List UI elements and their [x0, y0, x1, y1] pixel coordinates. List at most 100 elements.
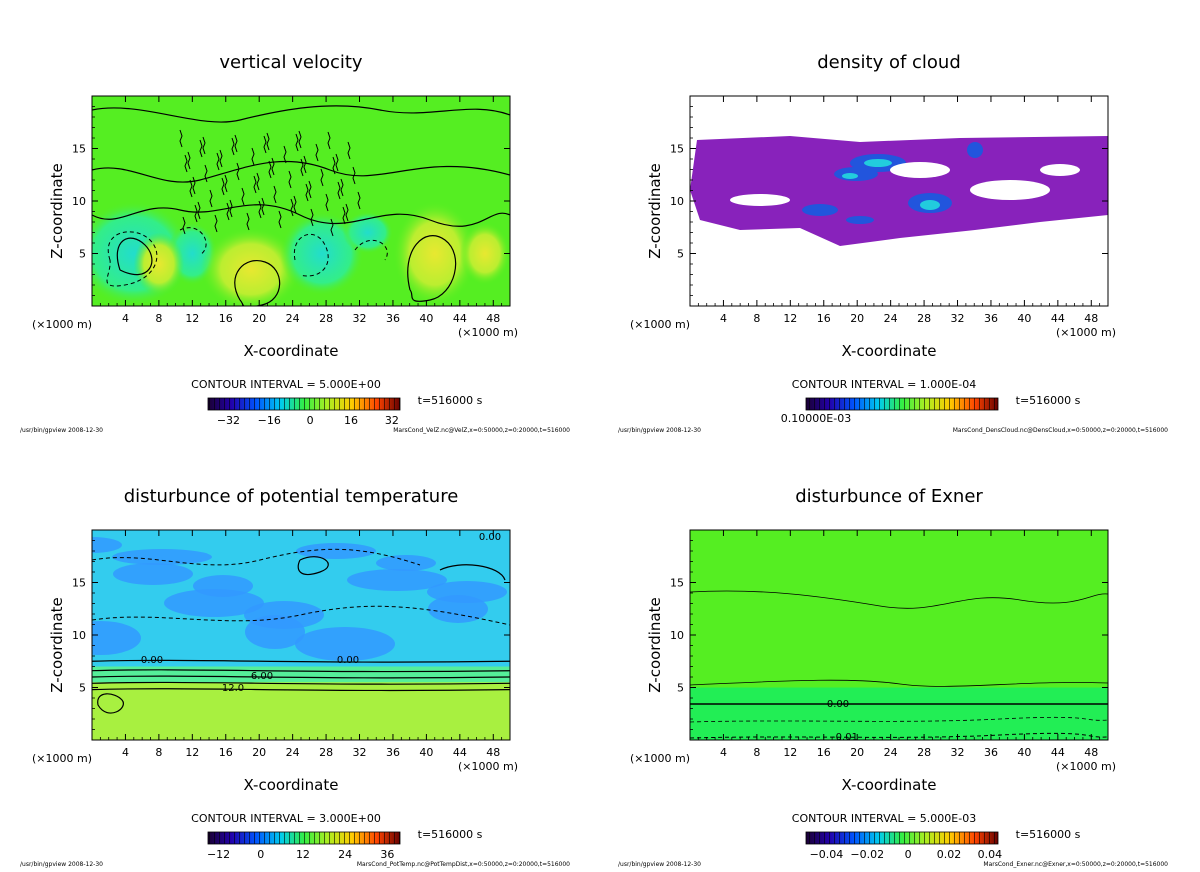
cold-patch: [112, 549, 212, 565]
x-unit-label-left: (×1000 m): [32, 752, 92, 765]
x-tick-label: 16: [817, 746, 831, 759]
cloud-gap: [1040, 164, 1080, 176]
time-label: t=516000 s: [1016, 828, 1081, 841]
contour-solid: [407, 235, 457, 302]
x-tick-label: 28: [917, 312, 931, 325]
transition-layer: [92, 666, 510, 683]
field: [92, 530, 510, 740]
x-axis-label: X-coordinate: [244, 776, 339, 794]
x-unit-label-right: (×1000 m): [458, 326, 518, 339]
contour-detail: [310, 208, 314, 227]
cloud-gap: [730, 194, 790, 206]
x-tick-label: 8: [753, 746, 760, 759]
cold-patch: [376, 555, 436, 571]
x-tick-label: 28: [319, 746, 333, 759]
colorbar-tick-label: 32: [385, 414, 399, 427]
cloud-core: [864, 159, 892, 167]
contour-label: 6.00: [251, 671, 273, 682]
contour-detail: [216, 152, 220, 171]
contour-label: 0.00: [479, 532, 501, 543]
x-unit-label-left: (×1000 m): [32, 318, 92, 331]
footer-source: MarsCond_DensCloud.nc@DensCloud,x=0:5000…: [953, 427, 1168, 434]
contour-detail: [194, 204, 198, 223]
contour-solid: [690, 590, 1108, 609]
contour-detail: [197, 201, 201, 220]
y-axis-label: Z-coordinate: [646, 163, 664, 258]
contour-detail: [251, 147, 255, 166]
contour-detail: [315, 143, 319, 162]
contour-detail: [305, 183, 309, 202]
x-tick-label: 44: [1051, 312, 1065, 325]
colorbar-tick-label: 0: [307, 414, 314, 427]
footer-source: MarsCond_Exner.nc@Exner,x=0:50000,z=0:20…: [983, 861, 1168, 868]
x-tick-label: 36: [386, 746, 400, 759]
cloud-dense: [846, 216, 874, 224]
x-tick-label: 16: [219, 312, 233, 325]
colorbar-tick-label: 0: [905, 848, 912, 861]
colorbar-frame: [805, 831, 999, 845]
contour-detail: [256, 172, 260, 191]
y-tick-label: 10: [670, 195, 684, 208]
x-tick-label: 8: [155, 312, 162, 325]
field: [690, 96, 1108, 306]
contour-detail: [308, 180, 312, 199]
contour-label: 0.00: [337, 655, 359, 666]
contour-solid: [92, 160, 510, 183]
contour-detail: [332, 156, 336, 175]
contour-detail: [342, 206, 346, 225]
x-tick-label: 48: [1084, 746, 1098, 759]
cold-patch: [164, 589, 264, 617]
colorbar-tick-label: 0: [257, 848, 264, 861]
cold-patch: [347, 569, 447, 591]
x-unit-label-right: (×1000 m): [458, 760, 518, 773]
colorbar-tick-label: 24: [338, 848, 352, 861]
y-axis-label: Z-coordinate: [646, 597, 664, 692]
cold-patch: [193, 575, 253, 597]
x-tick-label: 8: [155, 746, 162, 759]
cold-patch: [244, 601, 324, 629]
contour-dashed: [92, 605, 510, 626]
contour-detail: [340, 178, 344, 197]
x-tick-label: 24: [286, 312, 300, 325]
contour-label: 0.00: [141, 655, 163, 666]
plot-title: disturbunce of Exner: [795, 486, 983, 507]
field: [92, 96, 510, 306]
contour-detail: [189, 179, 193, 198]
contour-dashed: [92, 548, 421, 566]
contour-detail: [273, 185, 277, 204]
contour-detail: [184, 154, 188, 173]
cold-patch: [92, 537, 122, 553]
x-tick-label: 44: [453, 746, 467, 759]
y-tick-label: 15: [72, 577, 86, 590]
contour-detail: [290, 198, 294, 217]
x-tick-label: 36: [984, 312, 998, 325]
contour-detail: [199, 139, 203, 158]
contour-detail: [253, 175, 257, 194]
contour-detail: [300, 158, 304, 177]
contour-detail: [335, 153, 339, 172]
x-tick-label: 32: [353, 746, 367, 759]
x-tick-label: 40: [1017, 312, 1031, 325]
time-label: t=516000 s: [418, 394, 483, 407]
x-tick-label: 4: [122, 746, 129, 759]
colorbar-stripes: [208, 832, 400, 844]
x-tick-label: 4: [720, 312, 727, 325]
x-tick-label: 44: [1051, 746, 1065, 759]
contour-detail: [241, 187, 245, 206]
field-patch: [200, 227, 301, 306]
x-tick-label: 40: [419, 746, 433, 759]
cloud-dense: [967, 142, 983, 158]
cold-patch: [295, 627, 395, 661]
colorbar-stripes: [806, 398, 998, 410]
x-tick-label: 48: [1084, 312, 1098, 325]
contour-detail: [278, 210, 282, 229]
contour-detail: [337, 181, 341, 200]
field-patch: [459, 222, 510, 285]
contour-detail: [357, 191, 361, 210]
field-patch: [133, 232, 184, 296]
footer-source: MarsCond_VelZ.nc@VelZ,x=0:50000,z=0:2000…: [393, 427, 570, 434]
contour-solid: [439, 564, 506, 581]
field-patch: [342, 211, 393, 254]
contour-detail: [295, 133, 299, 152]
y-tick-label: 5: [79, 682, 86, 695]
